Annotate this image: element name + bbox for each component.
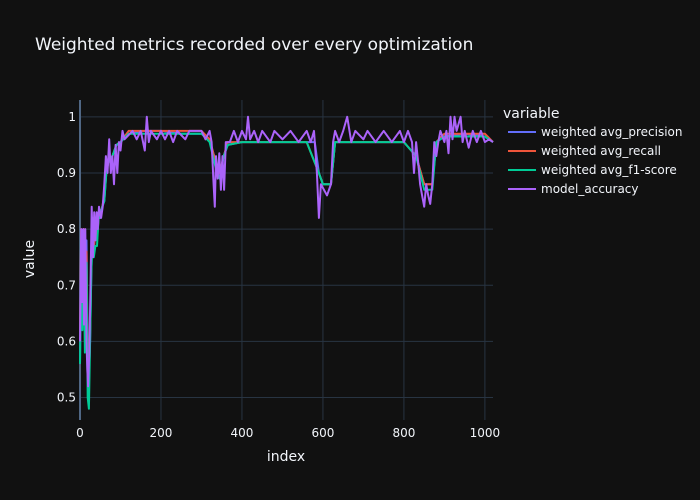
series-line-weighted-avg-f1-score[interactable] xyxy=(79,132,494,410)
legend-item[interactable]: weighted avg_f1-score xyxy=(508,163,677,177)
y-tick-label: 0.8 xyxy=(57,222,76,236)
y-tick-label: 0.9 xyxy=(57,166,76,180)
legend-label: weighted avg_precision xyxy=(541,125,682,139)
x-tick-label: 600 xyxy=(311,426,334,440)
legend-label: weighted avg_f1-score xyxy=(541,163,677,177)
x-tick-label: 400 xyxy=(231,426,254,440)
x-tick-label: 200 xyxy=(150,426,173,440)
legend-label: model_accuracy xyxy=(541,182,639,196)
y-tick-label: 0.6 xyxy=(57,334,76,348)
legend-label: weighted avg_recall xyxy=(541,144,661,158)
series-line-weighted-avg-precision[interactable] xyxy=(79,129,494,382)
x-tick-label: 1000 xyxy=(470,426,501,440)
axes: 0 200 400 600 800 1000 0.5 0.6 0.7 0.8 0.9 1 xyxy=(57,110,500,440)
y-tick-label: 1 xyxy=(68,110,76,124)
legend-title: variable xyxy=(503,106,559,122)
legend-item[interactable]: weighted avg_recall xyxy=(508,144,661,158)
y-axis-title: value xyxy=(22,240,38,278)
y-tick-label: 0.7 xyxy=(57,278,76,292)
x-tick-label: 800 xyxy=(392,426,415,440)
chart-title: Weighted metrics recorded over every opt… xyxy=(35,35,473,55)
legend-item[interactable]: model_accuracy xyxy=(508,182,639,196)
x-tick-label: 0 xyxy=(76,426,84,440)
series-layer xyxy=(79,115,494,410)
x-axis-title: index xyxy=(267,449,305,465)
legend[interactable]: variable weighted avg_precision weighted … xyxy=(503,106,682,196)
series-line-model-accuracy[interactable] xyxy=(79,115,494,388)
legend-item[interactable]: weighted avg_precision xyxy=(508,125,682,139)
grid xyxy=(79,100,493,420)
y-tick-label: 0.5 xyxy=(57,391,76,405)
series-line-weighted-avg-recall[interactable] xyxy=(79,129,494,388)
